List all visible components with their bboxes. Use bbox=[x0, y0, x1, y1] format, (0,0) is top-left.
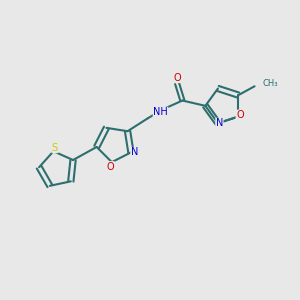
Text: CH₃: CH₃ bbox=[263, 80, 278, 88]
Text: NH: NH bbox=[153, 107, 168, 117]
Text: N: N bbox=[131, 147, 138, 158]
Text: S: S bbox=[52, 143, 58, 153]
Text: N: N bbox=[216, 118, 223, 128]
Text: O: O bbox=[173, 73, 181, 82]
Text: O: O bbox=[106, 162, 114, 172]
Text: O: O bbox=[236, 110, 244, 120]
